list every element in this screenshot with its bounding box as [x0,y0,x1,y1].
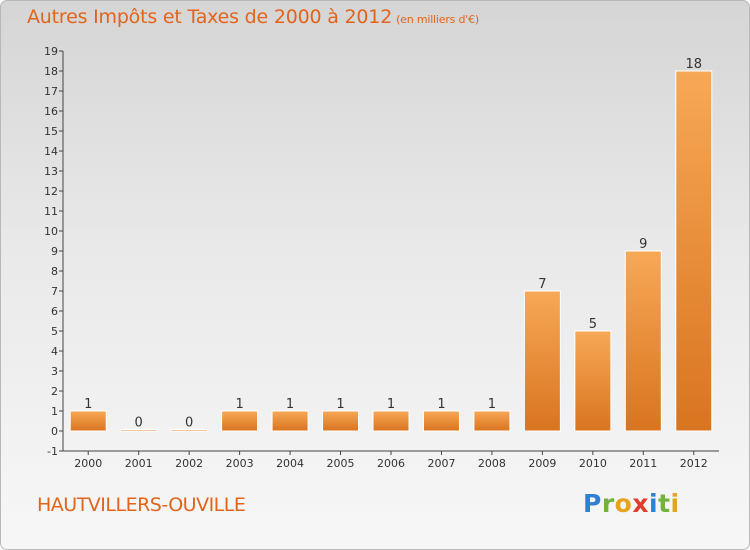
data-label: 5 [589,317,597,332]
y-tick-label: 10 [44,225,58,238]
y-tick-label: 1 [51,405,58,418]
x-tick-label: 2007 [427,457,455,470]
x-tick-label: 2001 [125,457,153,470]
chart-title: Autres Impôts et Taxes de 2000 à 2012 (en… [27,6,479,28]
y-tick-label: 16 [44,105,58,118]
chart-unit: (en milliers d'€) [396,13,479,26]
y-tick-label: 2 [51,385,58,398]
y-tick-label: 7 [51,285,58,298]
data-label: 0 [135,416,143,431]
logo-letter: i [670,489,680,518]
data-label: 1 [387,397,395,412]
bar-2007 [422,410,460,432]
logo-letter: P [583,489,602,518]
y-tick-label: 15 [44,125,58,138]
x-tick-label: 2005 [327,457,355,470]
bar-2012 [675,70,713,432]
bar-2003 [221,410,259,432]
x-tick-label: 2010 [579,457,607,470]
bar-2010 [574,330,612,432]
logo-letter: r [601,489,615,518]
bar-2011 [624,250,662,432]
logo-letter: t [658,489,671,518]
y-tick-label: 8 [51,265,58,278]
y-tick-label: 0 [51,425,58,438]
bar-2000 [69,410,107,432]
bar-2005 [322,410,360,432]
bar-2002 [170,429,208,432]
data-label: 1 [437,397,445,412]
x-tick-label: 2011 [629,457,657,470]
y-tick-label: 17 [44,85,58,98]
data-label: 1 [235,397,243,412]
bar-2004 [271,410,309,432]
data-label: 1 [488,397,496,412]
data-label: 0 [185,416,193,431]
y-tick-label: 11 [44,205,58,218]
x-tick-label: 2003 [226,457,254,470]
x-tick-label: 2012 [680,457,708,470]
x-tick-label: 2000 [74,457,102,470]
y-tick-label: 6 [51,305,58,318]
x-tick-label: 2004 [276,457,304,470]
commune-name: HAUTVILLERS-OUVILLE [37,494,246,516]
bar-2006 [372,410,410,432]
y-tick-label: 9 [51,245,58,258]
bar-2001 [120,429,158,432]
x-tick-label: 2009 [528,457,556,470]
y-tick-label: 13 [44,165,58,178]
y-tick-label: 19 [44,45,58,58]
y-tick-label: -1 [47,445,58,458]
chart-title-text: Autres Impôts et Taxes de 2000 à 2012 [27,6,393,28]
y-tick-label: 3 [51,365,58,378]
bar-2008 [473,410,511,432]
logo-letter: x [632,489,649,518]
data-label: 1 [286,397,294,412]
data-label: 7 [538,277,546,292]
proxiti-logo: Proxiti [583,489,680,518]
y-tick-label: 14 [44,145,58,158]
x-tick-label: 2006 [377,457,405,470]
data-label: 1 [336,397,344,412]
logo-letter: o [614,489,633,518]
x-tick-label: 2008 [478,457,506,470]
data-label: 1 [84,397,92,412]
data-label: 9 [639,237,647,252]
x-tick-label: 2002 [175,457,203,470]
logo-letter: i [649,489,659,518]
bar-2009 [523,290,561,432]
y-tick-label: 18 [44,65,58,78]
y-tick-label: 4 [51,345,58,358]
y-tick-label: 5 [51,325,58,338]
data-label: 18 [685,57,702,72]
y-tick-label: 12 [44,185,58,198]
